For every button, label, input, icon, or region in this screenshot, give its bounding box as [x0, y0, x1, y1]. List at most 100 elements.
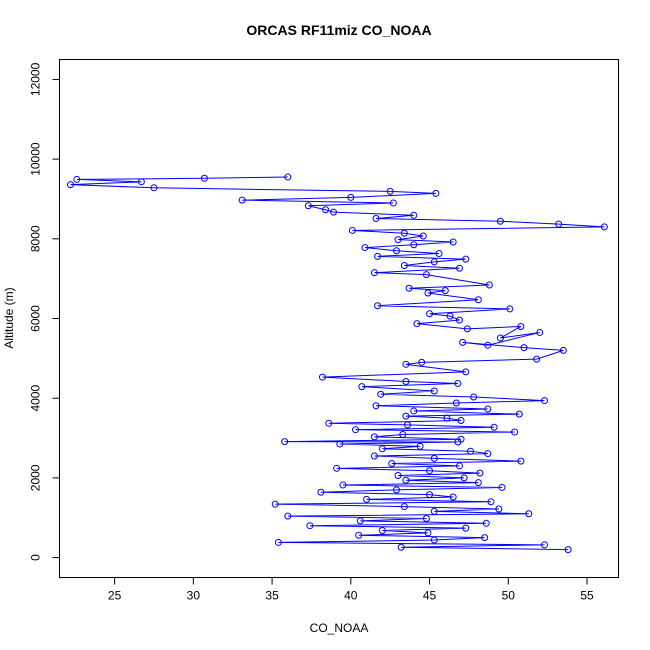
- data-point: [402, 476, 410, 484]
- data-point: [517, 322, 525, 330]
- data-point: [355, 531, 363, 539]
- data-point: [402, 412, 410, 420]
- y-tick-label: 6000: [29, 305, 43, 332]
- data-point: [430, 454, 438, 462]
- data-point: [474, 296, 482, 304]
- data-point: [394, 236, 402, 244]
- data-point: [484, 405, 492, 413]
- chart-title: ORCAS RF11miz CO_NOAA: [246, 22, 431, 38]
- data-point: [459, 338, 467, 346]
- data-point: [419, 232, 427, 240]
- data-point: [336, 440, 344, 448]
- data-point: [348, 226, 356, 234]
- data-point: [386, 187, 394, 195]
- data-point: [432, 189, 440, 197]
- data-point: [482, 519, 490, 527]
- data-point: [410, 211, 418, 219]
- data-point: [484, 341, 492, 349]
- data-point: [413, 320, 421, 328]
- data-point: [352, 426, 360, 434]
- data-point: [559, 346, 567, 354]
- data-point: [511, 428, 519, 436]
- y-tick-label: 2000: [29, 464, 43, 491]
- data-point: [430, 536, 438, 544]
- y-tick-label: 4000: [29, 385, 43, 412]
- data-point: [322, 206, 330, 214]
- data-point: [200, 174, 208, 182]
- data-point: [238, 196, 246, 204]
- data-point: [284, 173, 292, 181]
- x-tick-label: 55: [580, 589, 594, 603]
- data-point: [564, 546, 572, 554]
- data-point: [370, 452, 378, 460]
- data-point: [435, 250, 443, 258]
- data-point: [470, 393, 478, 401]
- data-point: [73, 175, 81, 183]
- data-point: [339, 481, 347, 489]
- data-point: [540, 397, 548, 405]
- x-tick-label: 30: [187, 589, 201, 603]
- data-point: [306, 522, 314, 530]
- x-tick-label: 45: [423, 589, 437, 603]
- data-point: [517, 457, 525, 465]
- data-point: [422, 271, 430, 279]
- x-tick-label: 40: [344, 589, 358, 603]
- data-point: [430, 387, 438, 395]
- data-point: [430, 258, 438, 266]
- data-point: [416, 442, 424, 450]
- data-point: [67, 181, 75, 189]
- data-point: [347, 193, 355, 201]
- data-point: [410, 241, 418, 249]
- x-axis: 25 30 35 40 45 50 55: [108, 577, 594, 603]
- data-point: [392, 247, 400, 255]
- x-tick-label: 50: [502, 589, 516, 603]
- data-point: [455, 316, 463, 324]
- data-point: [281, 438, 289, 446]
- data-point: [422, 515, 430, 523]
- data-point: [304, 202, 312, 210]
- data-point: [405, 284, 413, 292]
- data-point: [515, 410, 523, 418]
- data-point: [271, 500, 279, 508]
- y-axis-label: Altitude (m): [2, 287, 16, 348]
- data-point: [460, 474, 468, 482]
- data-point: [400, 503, 408, 511]
- data-point: [378, 445, 386, 453]
- y-tick-label: 8000: [29, 225, 43, 252]
- data-point: [426, 310, 434, 318]
- data-point: [424, 289, 432, 297]
- data-point: [410, 407, 418, 415]
- data-point: [426, 467, 434, 475]
- data-point: [284, 512, 292, 520]
- data-point: [462, 524, 470, 532]
- y-tick-label: 0: [29, 554, 43, 561]
- data-point: [525, 510, 533, 518]
- data-point: [536, 328, 544, 336]
- data-point: [402, 377, 410, 385]
- data-point: [418, 358, 426, 366]
- data-point: [370, 433, 378, 441]
- data-point: [485, 281, 493, 289]
- data-point: [333, 464, 341, 472]
- data-point: [454, 379, 462, 387]
- data-point: [466, 447, 474, 455]
- data-point: [137, 178, 145, 186]
- data-point: [372, 214, 380, 222]
- data-point: [474, 479, 482, 487]
- data-point: [496, 334, 504, 342]
- data-point: [487, 498, 495, 506]
- data-point: [400, 262, 408, 270]
- data-point: [403, 421, 411, 429]
- data-point: [446, 312, 454, 320]
- data-point: [441, 287, 449, 295]
- series-layer: [67, 173, 608, 554]
- data-point: [424, 529, 432, 537]
- data-point: [463, 325, 471, 333]
- data-point: [374, 252, 382, 260]
- data-point: [392, 486, 400, 494]
- data-point: [430, 507, 438, 515]
- y-axis: 0 2000 4000 6000 8000 10000 12000: [29, 62, 60, 561]
- data-point: [400, 229, 408, 237]
- data-point: [325, 419, 333, 427]
